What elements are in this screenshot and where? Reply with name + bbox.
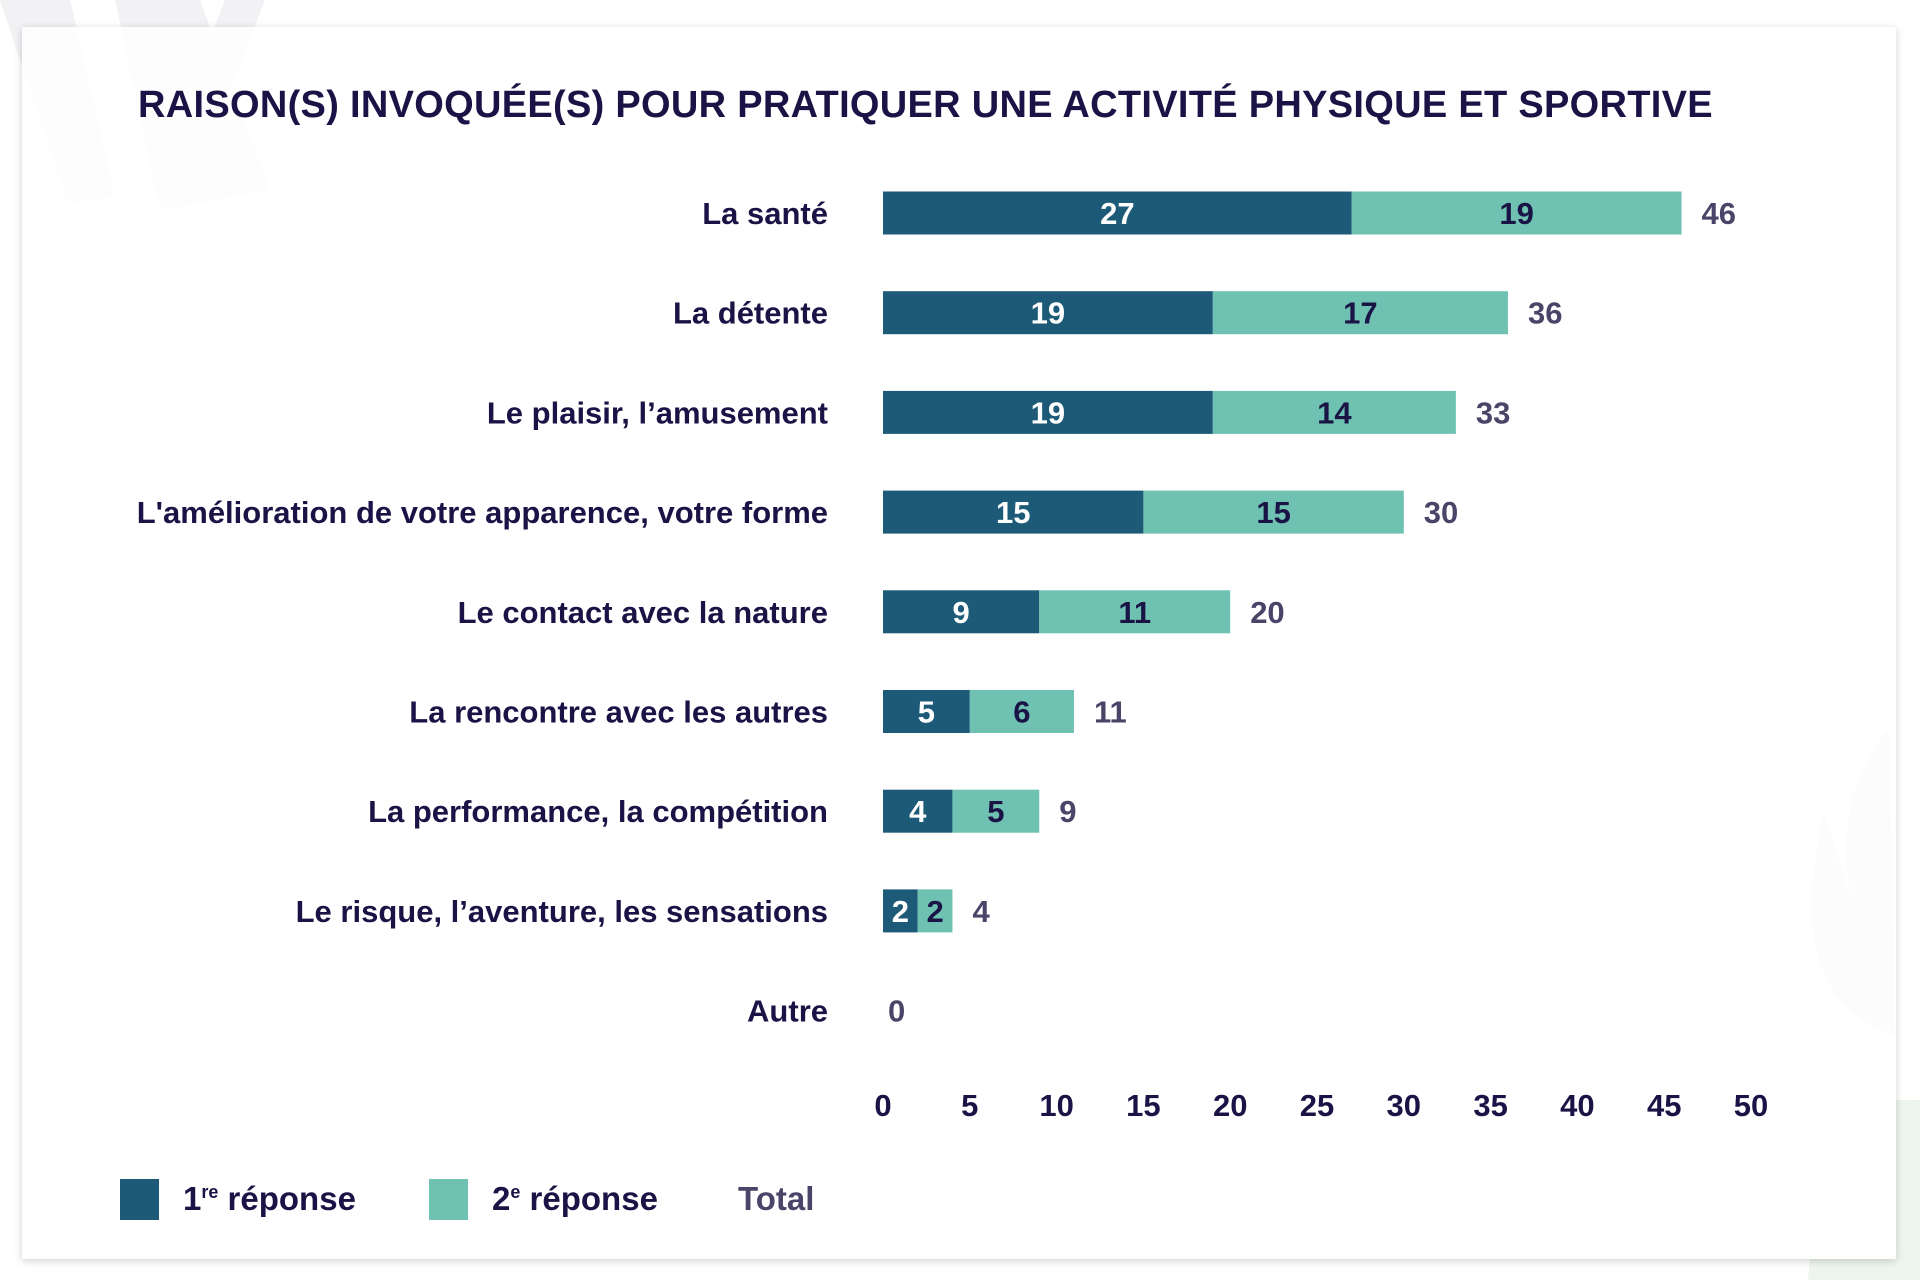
bar-data-label: 5 xyxy=(918,695,935,730)
bar-data-label: 4 xyxy=(909,794,927,829)
legend-item-second: 2e réponse xyxy=(429,1176,658,1222)
total-label: 30 xyxy=(1424,495,1458,530)
bar-first-response xyxy=(883,889,918,933)
legend-label-first: 1re réponse xyxy=(183,1180,356,1217)
bar-data-label: 17 xyxy=(1343,296,1377,331)
category-label: La santé xyxy=(702,196,828,231)
legend-item-total: Total xyxy=(738,1180,815,1217)
bar-second-response xyxy=(1143,490,1404,534)
bar-second-response xyxy=(1039,590,1231,634)
bar-first-response xyxy=(883,390,1213,434)
bar-first-response xyxy=(883,490,1144,534)
x-tick-label: 20 xyxy=(1213,1088,1247,1123)
total-label: 33 xyxy=(1476,395,1510,430)
bar-data-label: 6 xyxy=(1013,695,1030,730)
legend-item-first: 1re réponse xyxy=(120,1176,356,1222)
bar-first-response xyxy=(883,789,953,833)
bar-data-label: 19 xyxy=(1031,395,1065,430)
bar-first-response xyxy=(883,690,970,733)
category-label: Le risque, l’aventure, les sensations xyxy=(296,894,828,929)
legend-swatch-first xyxy=(120,1178,159,1220)
x-tick-label: 10 xyxy=(1039,1088,1073,1123)
bar-data-label: 14 xyxy=(1317,395,1352,430)
bar-second-response xyxy=(952,789,1040,833)
total-label: 36 xyxy=(1528,296,1562,331)
category-label: Le plaisir, l’amusement xyxy=(487,395,828,430)
bar-first-response xyxy=(883,291,1213,335)
x-tick-label: 25 xyxy=(1300,1088,1334,1123)
category-label: La performance, la compétition xyxy=(368,794,828,829)
bar-second-response xyxy=(1212,291,1508,335)
x-tick-label: 15 xyxy=(1126,1088,1160,1123)
bar-data-label: 5 xyxy=(987,794,1004,829)
legend-swatch-second xyxy=(429,1178,468,1220)
total-label: 4 xyxy=(972,894,990,929)
bar-data-label: 15 xyxy=(996,495,1030,530)
x-tick-label: 35 xyxy=(1473,1088,1507,1123)
total-label: 11 xyxy=(1094,695,1127,730)
bar-data-label: 15 xyxy=(1256,495,1290,530)
category-label: L'amélioration de votre apparence, votre… xyxy=(137,495,828,530)
total-label: 9 xyxy=(1059,794,1076,829)
bar-second-response xyxy=(969,690,1074,733)
total-label: 20 xyxy=(1250,595,1284,630)
bar-first-response xyxy=(883,191,1352,235)
x-tick-label: 45 xyxy=(1647,1088,1681,1123)
bar-data-label: 27 xyxy=(1100,196,1134,231)
x-tick-label: 30 xyxy=(1387,1088,1421,1123)
bar-data-label: 9 xyxy=(952,595,969,630)
chart-title: RAISON(S) INVOQUÉE(S) POUR PRATIQUER UNE… xyxy=(138,84,1713,126)
bar-second-response xyxy=(1212,390,1456,434)
total-label: 46 xyxy=(1702,196,1736,231)
bar-second-response xyxy=(1351,191,1682,235)
bar-second-response xyxy=(917,889,953,933)
bar-first-response xyxy=(883,590,1040,634)
category-label: La détente xyxy=(673,296,828,331)
legend-label-second: 2e réponse xyxy=(492,1180,658,1217)
category-label: Autre xyxy=(747,994,828,1029)
category-label: La rencontre avec les autres xyxy=(409,695,828,730)
total-label: 0 xyxy=(888,994,905,1029)
bar-data-label: 11 xyxy=(1118,595,1151,630)
bar-data-label: 19 xyxy=(1499,196,1533,231)
bar-data-label: 2 xyxy=(926,894,943,929)
bar-data-label: 19 xyxy=(1031,296,1065,331)
x-tick-label: 5 xyxy=(961,1088,978,1123)
category-label: Le contact avec la nature xyxy=(458,595,828,630)
x-tick-label: 0 xyxy=(874,1088,891,1123)
x-tick-label: 50 xyxy=(1734,1088,1768,1123)
x-tick-label: 40 xyxy=(1560,1088,1594,1123)
bar-data-label: 2 xyxy=(892,894,909,929)
